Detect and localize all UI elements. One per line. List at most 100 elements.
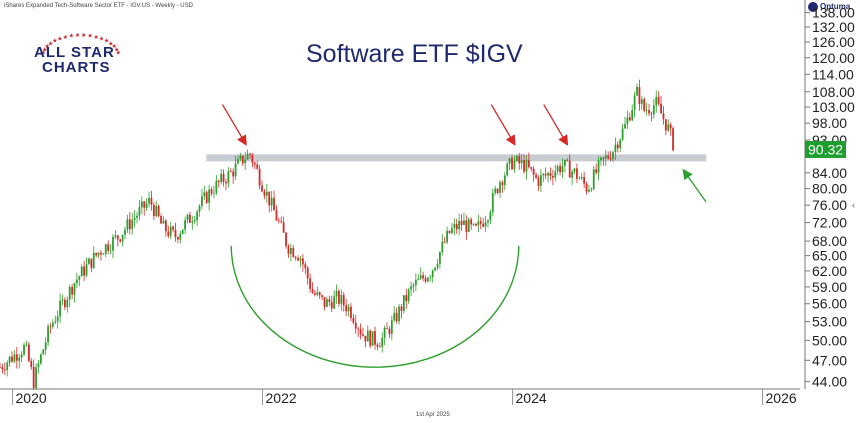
candle bbox=[280, 216, 283, 224]
candle bbox=[383, 325, 386, 346]
candle bbox=[20, 351, 23, 363]
candle bbox=[487, 218, 489, 228]
star-icon: ★ bbox=[99, 36, 104, 43]
candle bbox=[78, 275, 81, 287]
star-icon: ★ bbox=[57, 36, 62, 43]
candle bbox=[338, 288, 340, 307]
star-icon: ★ bbox=[112, 43, 117, 50]
candle bbox=[268, 191, 271, 213]
candle bbox=[251, 152, 254, 168]
candle bbox=[362, 327, 364, 337]
y-tick-label: 53.00 bbox=[812, 314, 847, 330]
candle bbox=[51, 319, 54, 329]
candle bbox=[463, 212, 465, 226]
candle bbox=[246, 149, 249, 160]
candle bbox=[475, 222, 477, 227]
candle bbox=[345, 298, 348, 316]
candle bbox=[410, 281, 412, 297]
y-tick-label: 132.00 bbox=[812, 19, 855, 35]
candle bbox=[472, 223, 475, 227]
y-tick-label: 108.00 bbox=[812, 84, 855, 100]
candle bbox=[6, 360, 9, 377]
candle bbox=[366, 325, 369, 342]
candle bbox=[0, 362, 1, 369]
candle bbox=[465, 215, 468, 240]
candle bbox=[664, 119, 667, 136]
x-tick-label: 2020 bbox=[16, 390, 47, 406]
candle bbox=[213, 185, 215, 199]
candle bbox=[573, 167, 576, 175]
candle bbox=[244, 151, 247, 170]
candle bbox=[306, 265, 309, 285]
candle bbox=[624, 116, 626, 130]
cup-curve bbox=[230, 245, 520, 368]
candle bbox=[407, 287, 410, 304]
candle bbox=[633, 91, 636, 118]
candle bbox=[292, 245, 295, 258]
candle bbox=[559, 162, 561, 176]
candle bbox=[265, 184, 268, 203]
candle bbox=[49, 322, 52, 334]
candle bbox=[128, 212, 131, 235]
x-tick-label: 2022 bbox=[266, 390, 297, 406]
candle bbox=[189, 211, 191, 224]
candle bbox=[597, 156, 600, 181]
candle bbox=[318, 291, 321, 299]
candle bbox=[11, 351, 13, 363]
candle bbox=[460, 214, 463, 231]
candle bbox=[520, 153, 523, 170]
candle bbox=[73, 282, 76, 303]
candle bbox=[44, 337, 47, 355]
candle bbox=[155, 200, 158, 218]
star-icon: ★ bbox=[114, 46, 119, 53]
star-icon: ★ bbox=[104, 38, 109, 45]
y-tick-label: 126.00 bbox=[812, 34, 855, 50]
x-axis-ticks: 2020 2022 2024 2026 bbox=[12, 389, 797, 406]
candle bbox=[133, 210, 136, 228]
candle bbox=[47, 323, 49, 347]
candle bbox=[124, 226, 126, 240]
candle bbox=[436, 259, 439, 271]
candle bbox=[648, 103, 650, 117]
candle bbox=[234, 156, 237, 181]
candle bbox=[285, 231, 287, 249]
candle bbox=[289, 243, 292, 262]
candle bbox=[419, 267, 422, 280]
provider-logo: Optuma bbox=[808, 2, 851, 12]
star-icon: ★ bbox=[116, 50, 121, 57]
candle bbox=[253, 161, 256, 170]
candle bbox=[104, 243, 107, 258]
candle bbox=[164, 219, 167, 237]
candle bbox=[176, 235, 179, 244]
candle bbox=[359, 323, 362, 340]
candle bbox=[439, 251, 441, 269]
candle bbox=[76, 272, 78, 289]
candle bbox=[39, 353, 42, 366]
candle bbox=[97, 252, 100, 259]
candle bbox=[13, 350, 16, 363]
candle bbox=[508, 157, 511, 171]
candle bbox=[25, 340, 28, 347]
candle bbox=[143, 200, 146, 216]
candle bbox=[282, 216, 285, 233]
instrument-label: iShares Expanded Tech-Software Sector ET… bbox=[4, 3, 194, 9]
candle bbox=[215, 175, 218, 196]
candle bbox=[328, 295, 331, 307]
candle bbox=[140, 196, 143, 214]
candle bbox=[513, 155, 516, 173]
candle bbox=[424, 275, 427, 284]
candle bbox=[54, 315, 57, 324]
collapse-panel-icon[interactable]: ‹ bbox=[852, 200, 855, 210]
candle bbox=[138, 199, 141, 221]
candle bbox=[628, 112, 631, 122]
candle bbox=[112, 234, 114, 259]
candle bbox=[42, 348, 45, 355]
star-icon: ★ bbox=[108, 40, 113, 47]
candle bbox=[184, 216, 186, 235]
candle bbox=[371, 331, 374, 346]
y-tick-label: 56.00 bbox=[812, 296, 847, 312]
candle bbox=[196, 209, 199, 227]
candle bbox=[662, 106, 665, 125]
logo-line2: CHARTS bbox=[42, 59, 111, 76]
candle bbox=[631, 104, 634, 122]
